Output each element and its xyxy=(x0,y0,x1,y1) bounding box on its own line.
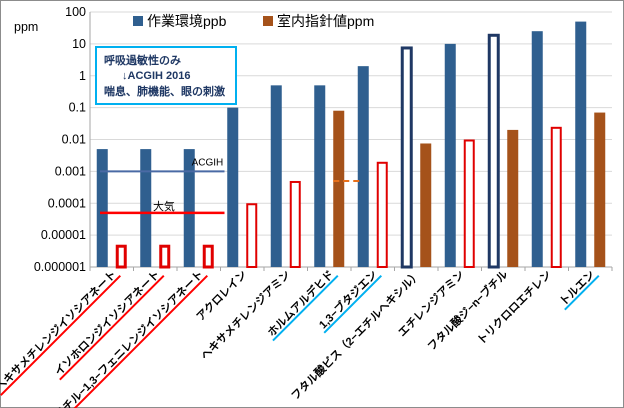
y-tick-label: 0.00001 xyxy=(41,228,86,242)
bar-indoor-guideline xyxy=(507,129,519,267)
annotation-box: 呼吸過敏性のみ ↓ACGIH 2016 喘息、肺機能、眼の刺激 xyxy=(95,46,237,105)
bar-work-environment xyxy=(444,43,456,267)
y-tick-label: 100 xyxy=(65,5,86,19)
y-tick-label: 0.1 xyxy=(69,101,86,115)
reference-lines: ACGIH 大気 xyxy=(100,157,360,215)
bar-work-environment xyxy=(270,85,282,267)
bar-work-environment xyxy=(227,107,239,267)
bar-indoor-guideline xyxy=(376,161,388,268)
bar-indoor-guideline xyxy=(550,126,562,268)
category-underline xyxy=(272,275,339,342)
bar-work-environment xyxy=(531,31,543,268)
y-tick-label: 0.0001 xyxy=(48,196,86,210)
legend-swatch xyxy=(133,16,143,26)
bar-work-environment xyxy=(400,46,413,269)
category-underline xyxy=(323,275,382,334)
axes: 100 10 1 0.1 0.01 0.001 0.0001 0.00001 0.000001 p… xyxy=(14,5,613,274)
legend-label: 室内指針値ppm xyxy=(277,13,374,29)
category-underline xyxy=(0,275,121,396)
bar-indoor-guideline xyxy=(420,143,432,267)
y-tick-label: 1 xyxy=(79,69,86,83)
bar-work-environment xyxy=(314,85,326,267)
y-tick-label: 10 xyxy=(72,37,86,51)
y-unit-label: ppm xyxy=(14,20,38,34)
annotation-text: 喘息、肺機能、眼の刺激 xyxy=(104,84,225,98)
bar-work-environment xyxy=(96,149,108,267)
bar-indoor-guideline xyxy=(159,244,171,269)
annotation-text: ↓ACGIH 2016 xyxy=(122,70,190,82)
bar-indoor-guideline xyxy=(246,203,258,268)
bar-work-environment xyxy=(183,149,195,267)
bar-indoor-guideline xyxy=(333,110,345,267)
bar-indoor-guideline xyxy=(289,180,301,269)
category-underline xyxy=(59,275,165,381)
y-tick-label: 0.01 xyxy=(62,133,86,147)
bar-work-environment xyxy=(140,149,152,267)
category-underline xyxy=(59,275,208,408)
legend: 作業環境ppb 室内指針値ppm xyxy=(133,13,374,29)
y-tick-label: 0.000001 xyxy=(34,260,86,274)
annotation-text: 呼吸過敏性のみ xyxy=(104,53,181,67)
reference-line-label: ACGIH xyxy=(192,157,224,168)
bar-work-environment xyxy=(487,33,500,269)
bar-indoor-guideline xyxy=(463,139,475,268)
category-underline xyxy=(564,275,600,311)
bar-indoor-guideline xyxy=(594,112,606,267)
bar-indoor-guideline xyxy=(115,244,127,269)
bars xyxy=(96,21,606,269)
bar-work-environment xyxy=(357,66,369,268)
bar-indoor-guideline xyxy=(202,244,214,269)
bar-work-environment xyxy=(575,21,587,267)
annotation-frame xyxy=(95,46,237,105)
legend-label: 作業環境ppb xyxy=(147,13,227,29)
y-tick-label: 0.001 xyxy=(55,164,86,178)
legend-swatch xyxy=(263,16,273,26)
reference-line-label: 大気 xyxy=(153,199,175,213)
